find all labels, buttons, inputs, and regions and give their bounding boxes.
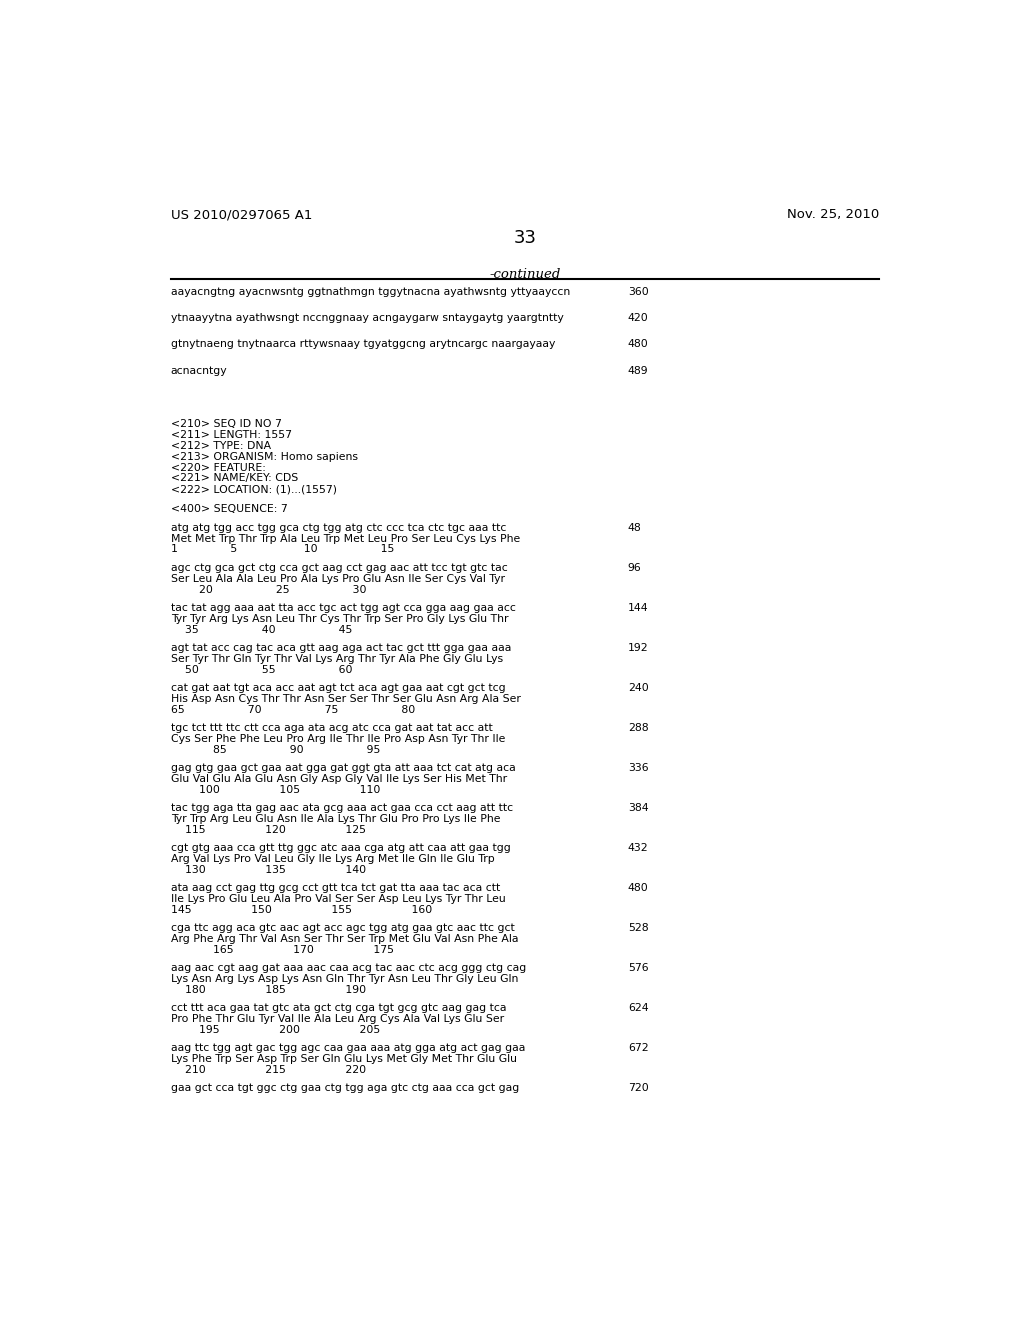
Text: 96: 96 <box>628 562 642 573</box>
Text: 480: 480 <box>628 883 648 894</box>
Text: Arg Phe Arg Thr Val Asn Ser Thr Ser Trp Met Glu Val Asn Phe Ala: Arg Phe Arg Thr Val Asn Ser Thr Ser Trp … <box>171 935 518 944</box>
Text: 480: 480 <box>628 339 648 350</box>
Text: Arg Val Lys Pro Val Leu Gly Ile Lys Arg Met Ile Gln Ile Glu Trp: Arg Val Lys Pro Val Leu Gly Ile Lys Arg … <box>171 854 495 865</box>
Text: 20                  25                  30: 20 25 30 <box>171 585 367 594</box>
Text: Ser Leu Ala Ala Leu Pro Ala Lys Pro Glu Asn Ile Ser Cys Val Tyr: Ser Leu Ala Ala Leu Pro Ala Lys Pro Glu … <box>171 574 505 583</box>
Text: 420: 420 <box>628 313 648 323</box>
Text: aayacngtng ayacnwsntg ggtnathmgn tggytnacna ayathwsntg yttyaayccn: aayacngtng ayacnwsntg ggtnathmgn tggytna… <box>171 286 570 297</box>
Text: Lys Asn Arg Lys Asp Lys Asn Gln Thr Tyr Asn Leu Thr Gly Leu Gln: Lys Asn Arg Lys Asp Lys Asn Gln Thr Tyr … <box>171 974 518 985</box>
Text: 130                 135                 140: 130 135 140 <box>171 865 366 875</box>
Text: 432: 432 <box>628 843 648 853</box>
Text: tgc tct ttt ttc ctt cca aga ata acg atc cca gat aat tat acc att: tgc tct ttt ttc ctt cca aga ata acg atc … <box>171 723 493 733</box>
Text: 180                 185                 190: 180 185 190 <box>171 985 366 995</box>
Text: 48: 48 <box>628 523 642 533</box>
Text: 360: 360 <box>628 286 648 297</box>
Text: <222> LOCATION: (1)...(1557): <222> LOCATION: (1)...(1557) <box>171 484 337 494</box>
Text: His Asp Asn Cys Thr Thr Asn Ser Ser Thr Ser Glu Asn Arg Ala Ser: His Asp Asn Cys Thr Thr Asn Ser Ser Thr … <box>171 694 520 704</box>
Text: <212> TYPE: DNA: <212> TYPE: DNA <box>171 441 270 451</box>
Text: gaa gct cca tgt ggc ctg gaa ctg tgg aga gtc ctg aaa cca gct gag: gaa gct cca tgt ggc ctg gaa ctg tgg aga … <box>171 1084 519 1093</box>
Text: 624: 624 <box>628 1003 648 1014</box>
Text: <400> SEQUENCE: 7: <400> SEQUENCE: 7 <box>171 503 288 513</box>
Text: <213> ORGANISM: Homo sapiens: <213> ORGANISM: Homo sapiens <box>171 451 357 462</box>
Text: 65                  70                  75                  80: 65 70 75 80 <box>171 705 415 714</box>
Text: agc ctg gca gct ctg cca gct aag cct gag aac att tcc tgt gtc tac: agc ctg gca gct ctg cca gct aag cct gag … <box>171 562 507 573</box>
Text: 192: 192 <box>628 643 648 653</box>
Text: -continued: -continued <box>489 268 560 281</box>
Text: 1               5                   10                  15: 1 5 10 15 <box>171 544 394 554</box>
Text: 384: 384 <box>628 803 648 813</box>
Text: acnacntgy: acnacntgy <box>171 366 227 375</box>
Text: 35                  40                  45: 35 40 45 <box>171 624 352 635</box>
Text: atg atg tgg acc tgg gca ctg tgg atg ctc ccc tca ctc tgc aaa ttc: atg atg tgg acc tgg gca ctg tgg atg ctc … <box>171 523 506 533</box>
Text: Met Met Trp Thr Trp Ala Leu Trp Met Leu Pro Ser Leu Cys Lys Phe: Met Met Trp Thr Trp Ala Leu Trp Met Leu … <box>171 533 520 544</box>
Text: cgt gtg aaa cca gtt ttg ggc atc aaa cga atg att caa att gaa tgg: cgt gtg aaa cca gtt ttg ggc atc aaa cga … <box>171 843 510 853</box>
Text: 528: 528 <box>628 923 648 933</box>
Text: ata aag cct gag ttg gcg cct gtt tca tct gat tta aaa tac aca ctt: ata aag cct gag ttg gcg cct gtt tca tct … <box>171 883 500 894</box>
Text: <211> LENGTH: 1557: <211> LENGTH: 1557 <box>171 430 292 440</box>
Text: aag ttc tgg agt gac tgg agc caa gaa aaa atg gga atg act gag gaa: aag ttc tgg agt gac tgg agc caa gaa aaa … <box>171 1043 525 1053</box>
Text: 115                 120                 125: 115 120 125 <box>171 825 366 834</box>
Text: Cys Ser Phe Phe Leu Pro Arg Ile Thr Ile Pro Asp Asn Tyr Thr Ile: Cys Ser Phe Phe Leu Pro Arg Ile Thr Ile … <box>171 734 505 744</box>
Text: 165                 170                 175: 165 170 175 <box>171 945 393 954</box>
Text: Glu Val Glu Ala Glu Asn Gly Asp Gly Val Ile Lys Ser His Met Thr: Glu Val Glu Ala Glu Asn Gly Asp Gly Val … <box>171 774 507 784</box>
Text: 720: 720 <box>628 1084 648 1093</box>
Text: gtnytnaeng tnytnaarca rttywsnaay tgyatggcng arytncargc naargayaay: gtnytnaeng tnytnaarca rttywsnaay tgyatgg… <box>171 339 555 350</box>
Text: cct ttt aca gaa tat gtc ata gct ctg cga tgt gcg gtc aag gag tca: cct ttt aca gaa tat gtc ata gct ctg cga … <box>171 1003 506 1014</box>
Text: <221> NAME/KEY: CDS: <221> NAME/KEY: CDS <box>171 474 298 483</box>
Text: 240: 240 <box>628 682 648 693</box>
Text: US 2010/0297065 A1: US 2010/0297065 A1 <box>171 209 312 222</box>
Text: 33: 33 <box>513 230 537 247</box>
Text: 144: 144 <box>628 603 648 612</box>
Text: Lys Phe Trp Ser Asp Trp Ser Gln Glu Lys Met Gly Met Thr Glu Glu: Lys Phe Trp Ser Asp Trp Ser Gln Glu Lys … <box>171 1055 517 1064</box>
Text: 195                 200                 205: 195 200 205 <box>171 1024 380 1035</box>
Text: Ile Lys Pro Glu Leu Ala Pro Val Ser Ser Asp Leu Lys Tyr Thr Leu: Ile Lys Pro Glu Leu Ala Pro Val Ser Ser … <box>171 894 506 904</box>
Text: tac tgg aga tta gag aac ata gcg aaa act gaa cca cct aag att ttc: tac tgg aga tta gag aac ata gcg aaa act … <box>171 803 513 813</box>
Text: Ser Tyr Thr Gln Tyr Thr Val Lys Arg Thr Tyr Ala Phe Gly Glu Lys: Ser Tyr Thr Gln Tyr Thr Val Lys Arg Thr … <box>171 653 503 664</box>
Text: 489: 489 <box>628 366 648 375</box>
Text: 336: 336 <box>628 763 648 774</box>
Text: Nov. 25, 2010: Nov. 25, 2010 <box>786 209 879 222</box>
Text: 145                 150                 155                 160: 145 150 155 160 <box>171 904 432 915</box>
Text: gag gtg gaa gct gaa aat gga gat ggt gta att aaa tct cat atg aca: gag gtg gaa gct gaa aat gga gat ggt gta … <box>171 763 515 774</box>
Text: aag aac cgt aag gat aaa aac caa acg tac aac ctc acg ggg ctg cag: aag aac cgt aag gat aaa aac caa acg tac … <box>171 964 526 973</box>
Text: 210                 215                 220: 210 215 220 <box>171 1065 366 1074</box>
Text: Tyr Tyr Arg Lys Asn Leu Thr Cys Thr Trp Ser Pro Gly Lys Glu Thr: Tyr Tyr Arg Lys Asn Leu Thr Cys Thr Trp … <box>171 614 508 624</box>
Text: 85                  90                  95: 85 90 95 <box>171 744 380 755</box>
Text: 576: 576 <box>628 964 648 973</box>
Text: 100                 105                 110: 100 105 110 <box>171 784 380 795</box>
Text: agt tat acc cag tac aca gtt aag aga act tac gct ttt gga gaa aaa: agt tat acc cag tac aca gtt aag aga act … <box>171 643 511 653</box>
Text: <210> SEQ ID NO 7: <210> SEQ ID NO 7 <box>171 420 282 429</box>
Text: ytnaayytna ayathwsngt nccnggnaay acngaygarw sntaygaytg yaargtntty: ytnaayytna ayathwsngt nccnggnaay acngayg… <box>171 313 563 323</box>
Text: tac tat agg aaa aat tta acc tgc act tgg agt cca gga aag gaa acc: tac tat agg aaa aat tta acc tgc act tgg … <box>171 603 515 612</box>
Text: Pro Phe Thr Glu Tyr Val Ile Ala Leu Arg Cys Ala Val Lys Glu Ser: Pro Phe Thr Glu Tyr Val Ile Ala Leu Arg … <box>171 1014 504 1024</box>
Text: cga ttc agg aca gtc aac agt acc agc tgg atg gaa gtc aac ttc gct: cga ttc agg aca gtc aac agt acc agc tgg … <box>171 923 514 933</box>
Text: <220> FEATURE:: <220> FEATURE: <box>171 462 265 473</box>
Text: cat gat aat tgt aca acc aat agt tct aca agt gaa aat cgt gct tcg: cat gat aat tgt aca acc aat agt tct aca … <box>171 682 505 693</box>
Text: Tyr Trp Arg Leu Glu Asn Ile Ala Lys Thr Glu Pro Pro Lys Ile Phe: Tyr Trp Arg Leu Glu Asn Ile Ala Lys Thr … <box>171 814 500 824</box>
Text: 672: 672 <box>628 1043 648 1053</box>
Text: 50                  55                  60: 50 55 60 <box>171 664 352 675</box>
Text: 288: 288 <box>628 723 648 733</box>
